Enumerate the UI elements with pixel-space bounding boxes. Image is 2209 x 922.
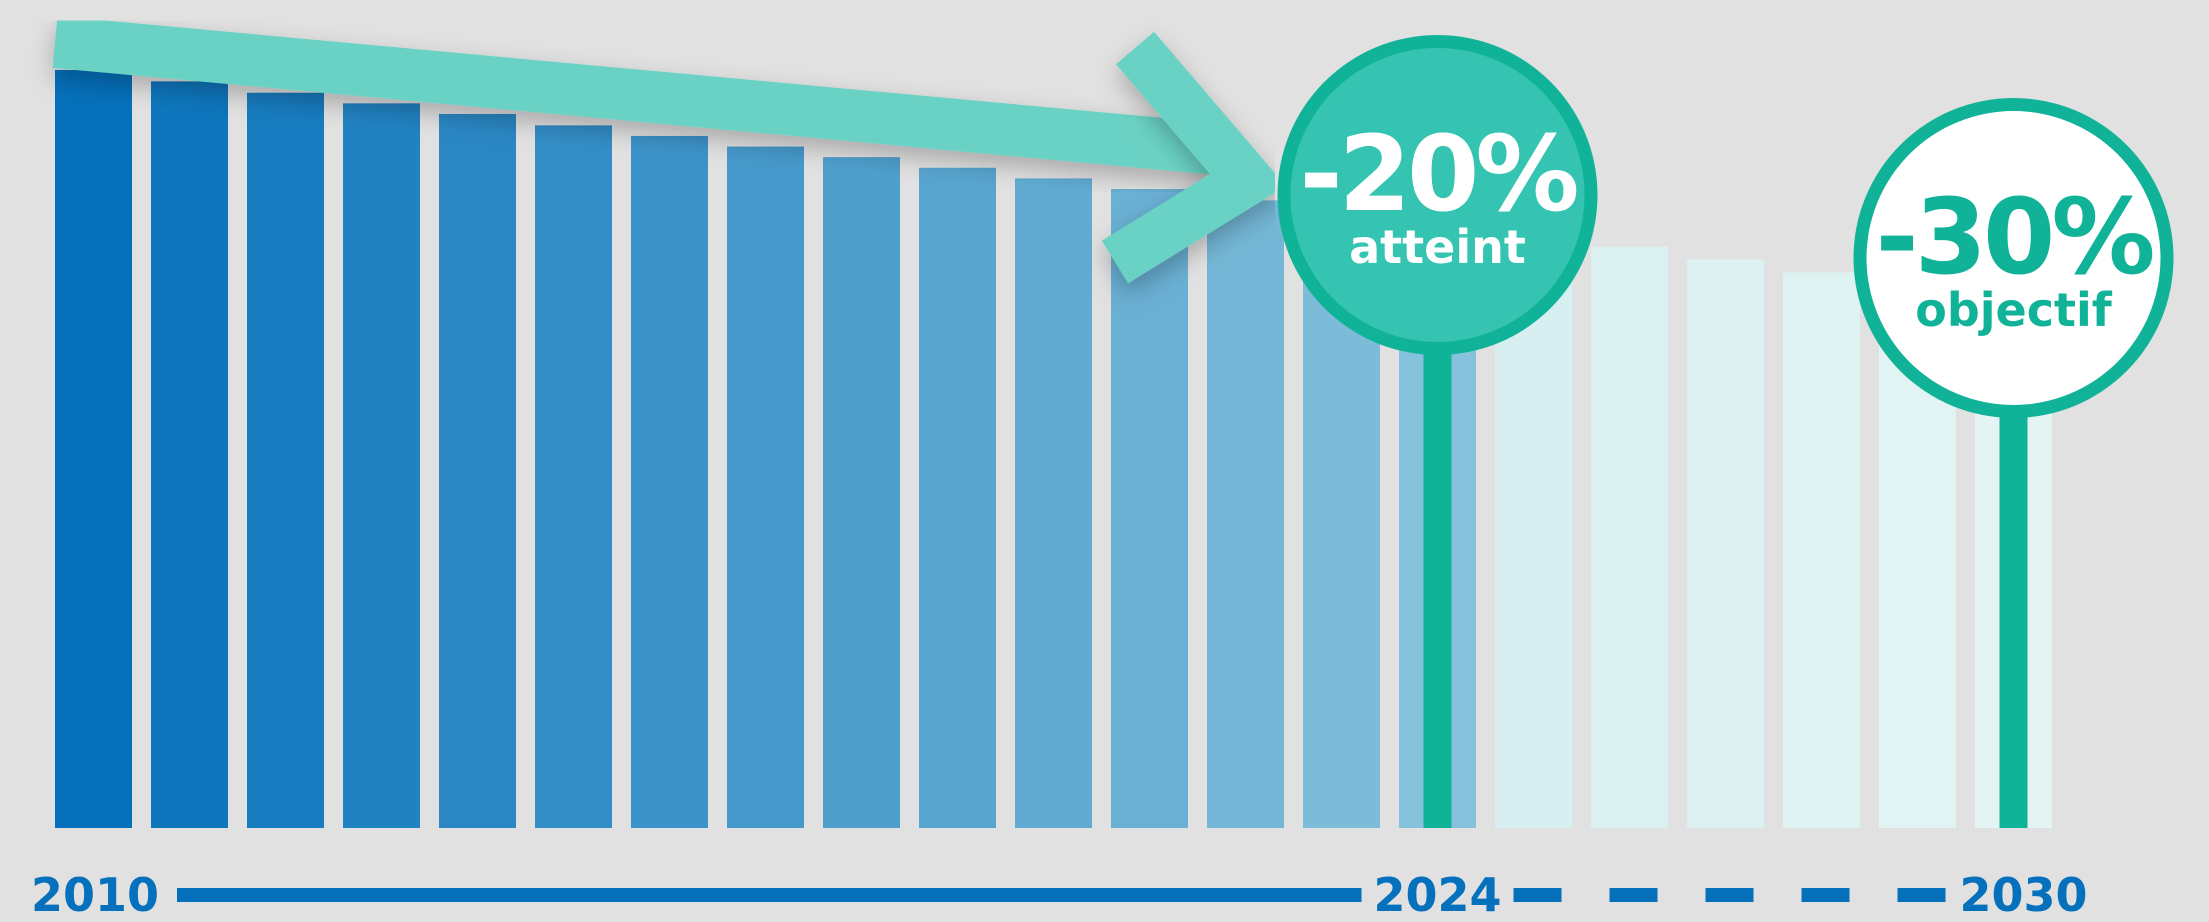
marker-pin-2024 bbox=[1423, 350, 1452, 828]
marker-value-2024: -20% bbox=[1299, 113, 1576, 235]
bar-2021 bbox=[1111, 189, 1188, 829]
x-axis: 2010 2024 2030 bbox=[31, 868, 2088, 922]
marker-2030: -30%objectif bbox=[1853, 98, 2174, 828]
bar-2010 bbox=[55, 70, 132, 828]
x-tick-2010: 2010 bbox=[31, 868, 159, 917]
bar-2013 bbox=[343, 103, 420, 829]
marker-2024: -20%atteint bbox=[1277, 35, 1598, 828]
bar-2018 bbox=[823, 157, 900, 829]
marker-face-2024 bbox=[1290, 48, 1585, 342]
bars bbox=[55, 70, 2052, 829]
marker-value-2030: -30% bbox=[1875, 176, 2152, 298]
x-tick-2030: 2030 bbox=[1959, 868, 2087, 917]
arrow-head bbox=[1101, 31, 1286, 284]
bar-2017 bbox=[727, 146, 804, 829]
bar-2015 bbox=[535, 125, 612, 829]
bar-2016 bbox=[631, 135, 708, 829]
bar-2014 bbox=[439, 113, 516, 829]
bar-2026 bbox=[1591, 246, 1668, 828]
bar-2012 bbox=[247, 92, 324, 829]
marker-label-2030: objectif bbox=[1915, 283, 2113, 337]
marker-pin-2030 bbox=[1999, 413, 2028, 828]
bar-2019 bbox=[919, 167, 996, 829]
markers: -20%atteint -30%objectif bbox=[1277, 35, 2174, 828]
bar-2028 bbox=[1783, 272, 1860, 828]
marker-face-2030 bbox=[1866, 111, 2161, 405]
bar-2022 bbox=[1207, 200, 1284, 829]
trend-arrow bbox=[52, 16, 1286, 284]
bar-2027 bbox=[1687, 259, 1764, 828]
arrow-shaft bbox=[52, 16, 1221, 175]
bar-2020 bbox=[1015, 178, 1092, 829]
bar-2011 bbox=[151, 81, 228, 829]
x-tick-2024: 2024 bbox=[1373, 868, 1501, 917]
marker-label-2024: atteint bbox=[1349, 220, 1526, 274]
